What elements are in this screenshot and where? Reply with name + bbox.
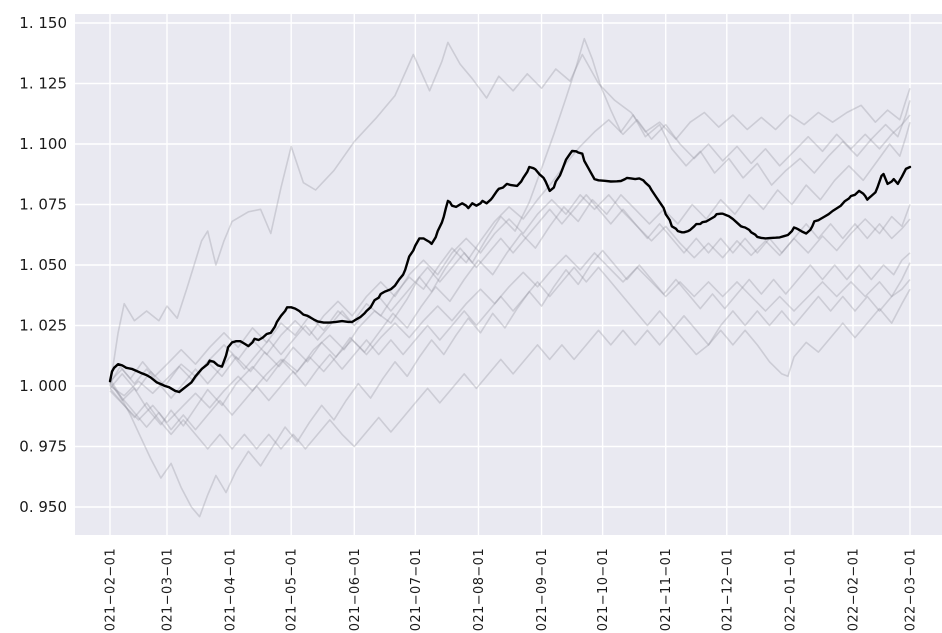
y-tick-label: 1. 050 xyxy=(19,256,67,274)
ensemble-line xyxy=(109,194,911,397)
ensemble-line xyxy=(109,288,911,450)
x-tick-label: 2021−06−01 xyxy=(348,548,363,633)
main-line xyxy=(108,149,912,394)
y-tick-label: 1. 100 xyxy=(19,135,67,153)
ensemble-line xyxy=(109,37,911,427)
x-tick-label: 2021−05−01 xyxy=(285,548,300,633)
y-tick-label: 0. 975 xyxy=(19,438,67,456)
y-tick-label: 1. 025 xyxy=(19,317,67,335)
y-tick-label: 0. 950 xyxy=(19,498,67,516)
x-tick-label: 2021−04−01 xyxy=(224,548,239,633)
ensemble-line xyxy=(109,194,911,399)
y-tick-label: 1. 075 xyxy=(19,196,67,214)
y-tick-label: 1. 150 xyxy=(19,14,67,32)
x-tick-label: 2022−03−01 xyxy=(904,548,919,633)
plot-area xyxy=(75,14,942,535)
x-tick-label: 2021−12−01 xyxy=(720,548,735,633)
y-tick-label: 1. 000 xyxy=(19,377,67,395)
x-tick-label: 2021−03−01 xyxy=(160,548,175,633)
x-tick-label: 2022−01−01 xyxy=(783,548,798,633)
x-tick-label: 2021−07−01 xyxy=(409,548,424,633)
ensemble-line xyxy=(109,41,911,387)
y-tick-label: 1. 125 xyxy=(19,75,67,93)
x-tick-label: 2021−09−01 xyxy=(535,548,550,633)
x-tick-label: 2021−11−01 xyxy=(659,548,674,633)
ensemble-line xyxy=(109,266,911,431)
x-tick-label: 2022−02−01 xyxy=(847,548,862,633)
x-tick-label: 2021−10−01 xyxy=(596,548,611,633)
ensemble-line xyxy=(109,121,911,392)
ensemble-line xyxy=(109,252,911,424)
x-tick-label: 2021−08−01 xyxy=(472,548,487,633)
ensemble-line xyxy=(109,249,911,518)
x-tick-label: 2021−02−01 xyxy=(104,548,119,633)
